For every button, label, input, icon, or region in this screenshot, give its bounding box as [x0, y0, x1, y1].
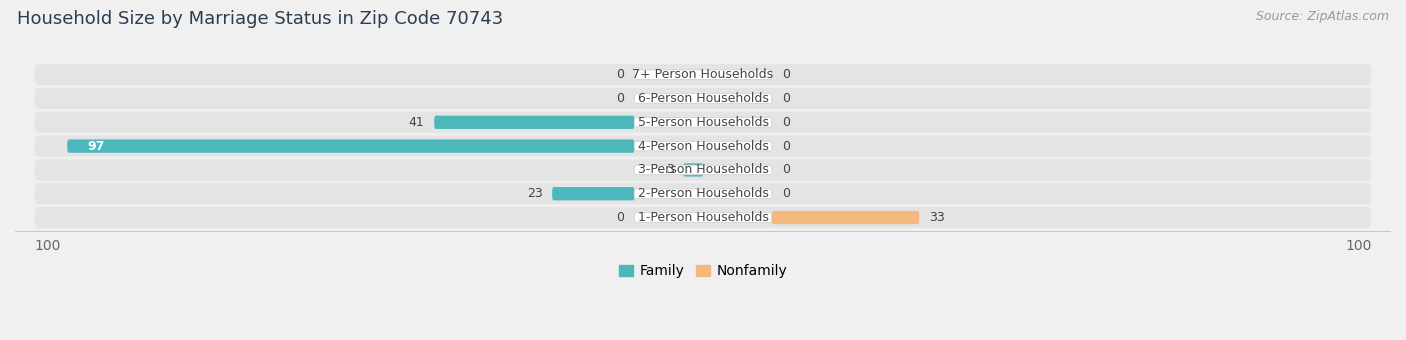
FancyBboxPatch shape [35, 159, 1371, 181]
Text: 2-Person Households: 2-Person Households [637, 187, 769, 200]
FancyBboxPatch shape [634, 141, 772, 151]
FancyBboxPatch shape [634, 213, 772, 222]
FancyBboxPatch shape [67, 139, 634, 153]
FancyBboxPatch shape [634, 165, 772, 175]
FancyBboxPatch shape [35, 136, 1371, 157]
Text: Household Size by Marriage Status in Zip Code 70743: Household Size by Marriage Status in Zip… [17, 10, 503, 28]
Text: 0: 0 [616, 211, 624, 224]
Text: 0: 0 [616, 68, 624, 81]
Text: 6-Person Households: 6-Person Households [637, 92, 769, 105]
FancyBboxPatch shape [634, 94, 772, 103]
FancyBboxPatch shape [553, 187, 634, 200]
FancyBboxPatch shape [434, 116, 634, 129]
Text: 33: 33 [929, 211, 945, 224]
Text: 4-Person Households: 4-Person Households [637, 140, 769, 153]
Text: 0: 0 [782, 116, 790, 129]
FancyBboxPatch shape [35, 112, 1371, 133]
Text: 5-Person Households: 5-Person Households [637, 116, 769, 129]
Text: 1-Person Households: 1-Person Households [637, 211, 769, 224]
Legend: Family, Nonfamily: Family, Nonfamily [619, 264, 787, 278]
FancyBboxPatch shape [35, 88, 1371, 109]
Text: 0: 0 [782, 68, 790, 81]
Text: 0: 0 [616, 92, 624, 105]
FancyBboxPatch shape [772, 211, 920, 224]
Text: 0: 0 [782, 92, 790, 105]
Text: 41: 41 [409, 116, 425, 129]
FancyBboxPatch shape [634, 189, 772, 199]
Text: Source: ZipAtlas.com: Source: ZipAtlas.com [1256, 10, 1389, 23]
Text: 97: 97 [87, 140, 104, 153]
Text: 3-Person Households: 3-Person Households [637, 164, 769, 176]
FancyBboxPatch shape [35, 183, 1371, 204]
Text: 7+ Person Households: 7+ Person Households [633, 68, 773, 81]
FancyBboxPatch shape [634, 118, 772, 127]
FancyBboxPatch shape [35, 207, 1371, 228]
Text: 3: 3 [665, 164, 673, 176]
Text: 0: 0 [782, 140, 790, 153]
FancyBboxPatch shape [683, 163, 703, 176]
Text: 0: 0 [782, 164, 790, 176]
Text: 0: 0 [782, 187, 790, 200]
Text: 23: 23 [527, 187, 543, 200]
FancyBboxPatch shape [634, 70, 772, 80]
FancyBboxPatch shape [35, 64, 1371, 85]
